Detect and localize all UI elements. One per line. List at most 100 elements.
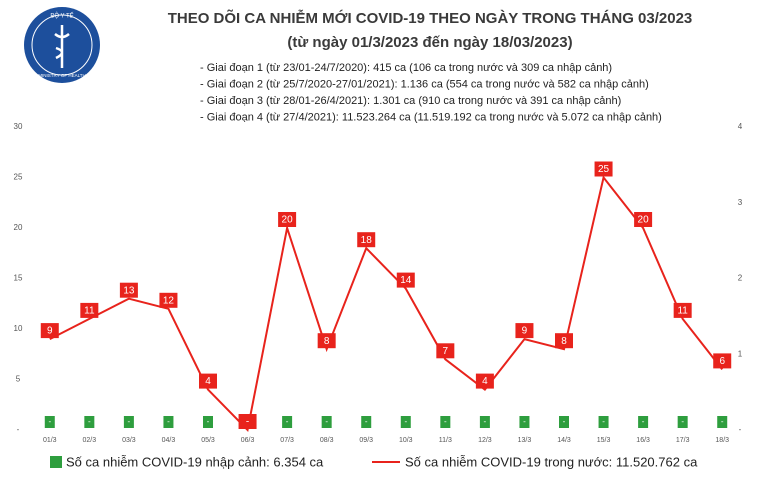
y-tick-label: - (17, 425, 20, 434)
data-label: - (681, 417, 684, 426)
data-label: 6 (719, 356, 725, 367)
y-tick-label: 25 (14, 173, 23, 182)
label-bg (119, 282, 138, 298)
data-label: 11 (677, 306, 688, 317)
logo-bottom: MINISTRY OF HEALTH (38, 73, 86, 78)
x-tick-label: 08/3 (320, 437, 334, 444)
import-marker (361, 416, 372, 428)
data-label: - (642, 417, 645, 426)
x-tick-label: 14/3 (557, 437, 571, 444)
data-label: - (167, 417, 170, 426)
data-label: - (523, 417, 526, 426)
data-label: 4 (482, 376, 488, 387)
label-bg (555, 333, 573, 349)
label-bg (317, 333, 336, 349)
x-tick-label: 03/3 (122, 437, 136, 444)
data-label: 20 (282, 215, 294, 226)
data-label: - (325, 417, 328, 426)
x-tick-label: 12/3 (478, 437, 492, 444)
label-bg (40, 323, 59, 339)
y-tick-label: 20 (14, 223, 23, 232)
x-tick-label: 15/3 (597, 437, 611, 444)
data-label: 18 (361, 235, 373, 246)
legend-label: Số ca nhiễm COVID-19 nhập cảnh: 6.354 ca (66, 454, 324, 469)
data-label: 12 (163, 295, 175, 306)
data-label: 13 (123, 285, 135, 296)
import-marker (321, 416, 332, 428)
x-tick-label: 06/3 (241, 437, 255, 444)
import-marker (123, 416, 134, 428)
label-bg (80, 302, 99, 318)
import-marker (282, 416, 293, 428)
data-label: 9 (522, 326, 528, 337)
line (49, 175, 724, 433)
y-tick-label: 15 (14, 274, 23, 283)
y2-tick-label: 1 (738, 349, 743, 358)
import-marker (559, 416, 569, 428)
x-tick-label: 04/3 (162, 437, 176, 444)
data-label: - (563, 417, 566, 426)
import-marker (519, 416, 530, 428)
data-label: - (365, 417, 368, 426)
x-tick-label: 01/3 (43, 437, 57, 444)
data-label: 11 (84, 306, 95, 317)
import-marker (717, 416, 728, 428)
label-bg (357, 232, 376, 248)
data-label: 4 (205, 376, 211, 387)
data-label: - (246, 417, 249, 428)
label-bg (475, 373, 494, 389)
legend-label: Số ca nhiễm COVID-19 trong nước: 11.520.… (405, 454, 698, 469)
bullet: - Giai đoạn 4 (từ 27/4/2021): 11.523.264… (200, 111, 662, 123)
label-bg (396, 272, 415, 288)
import-marker (44, 416, 55, 428)
y-tick-label: 5 (16, 375, 21, 384)
label-bg (278, 212, 297, 227)
logo-ring (31, 14, 93, 76)
y-tick-label: 10 (14, 324, 23, 333)
data-label: 14 (400, 275, 412, 286)
logo-top: BỘ Y TẾ (50, 13, 73, 20)
label-bg (436, 343, 455, 359)
x-tick-label: 09/3 (359, 437, 373, 444)
x-tick-label: 05/3 (201, 437, 215, 444)
label-bg (673, 302, 692, 318)
label-bg (634, 212, 653, 227)
data-label: - (48, 417, 51, 426)
data-label: - (88, 417, 91, 426)
import-marker (479, 416, 490, 428)
data-label: - (602, 417, 605, 426)
label-bg (238, 414, 257, 429)
data-label: - (207, 417, 210, 426)
x-tick-label: 11/3 (439, 437, 452, 444)
chart-subtitle: (từ ngày 01/3/2023 đến ngày 18/03/2023) (287, 34, 572, 51)
y2-tick-label: 2 (738, 274, 743, 283)
import-marker (400, 416, 411, 428)
bullet: - Giai đoạn 2 (từ 25/7/2020-27/01/2021):… (200, 78, 649, 90)
x-tick-label: 02/3 (83, 437, 97, 444)
data-label: - (128, 417, 131, 426)
import-marker (163, 416, 174, 428)
import-marker (598, 416, 609, 428)
data-label: - (484, 417, 487, 426)
data-label: - (286, 417, 289, 426)
x-tick-label: 18/3 (715, 437, 729, 444)
y2-tick-label: 3 (738, 198, 743, 207)
import-marker (677, 416, 688, 428)
data-label: 8 (324, 336, 330, 347)
data-label: 8 (561, 336, 567, 347)
x-tick-label: 17/3 (676, 437, 690, 444)
import-marker (203, 416, 213, 428)
label-bg (713, 353, 732, 369)
data-label: - (721, 417, 724, 426)
x-tick-label: 07/3 (280, 437, 294, 444)
data-label: 7 (443, 346, 449, 357)
y-tick-label: 30 (14, 122, 23, 131)
label-bg (159, 292, 178, 308)
y2-tick-label: 4 (738, 122, 743, 131)
bullet: - Giai đoạn 1 (từ 23/01-24/7/2020): 415 … (200, 62, 612, 74)
data-label: - (404, 417, 407, 426)
legend-swatch (50, 456, 62, 468)
data-label: 9 (47, 326, 53, 337)
logo-symbol (54, 25, 70, 68)
